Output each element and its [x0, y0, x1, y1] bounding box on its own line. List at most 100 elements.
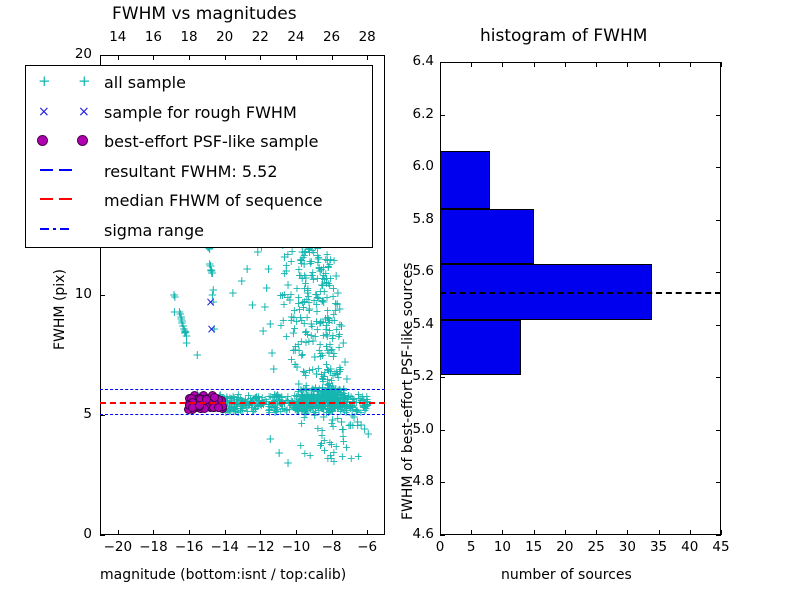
- x-tick-mark-bottom: [189, 530, 191, 535]
- scatter-cross-marker: ×: [205, 295, 216, 310]
- legend-entry[interactable]: median FHWM of sequence: [26, 188, 372, 218]
- x-tick-label-bottom: −10: [281, 539, 311, 555]
- hist-y-tick-mark: [440, 377, 445, 379]
- hist-x-tick-mark-top: [596, 62, 598, 67]
- hist-x-tick-mark-top: [721, 62, 722, 67]
- legend-box[interactable]: + + all sample × × sample for rough FWHM best-…: [25, 65, 373, 248]
- cross-icon: ×: [38, 103, 50, 120]
- hist-y-tick-mark: [440, 429, 445, 431]
- y-tick-label: 5: [83, 406, 92, 422]
- plus-icon: +: [38, 72, 51, 90]
- hist-y-tick-label: 5.8: [412, 210, 434, 227]
- plus-icon: +: [78, 72, 91, 90]
- x-tick-mark-bottom: [224, 530, 226, 535]
- hist-x-tick-mark-top: [658, 62, 660, 67]
- histogram-bar: [440, 209, 534, 265]
- hist-x-tick-mark: [658, 530, 660, 535]
- hist-x-tick-label: 20: [556, 539, 574, 555]
- hist-x-tick-mark: [533, 530, 535, 535]
- x-tick-mark-top: [295, 55, 297, 60]
- x-tick-mark-bottom: [367, 530, 369, 535]
- sigma-upper-line: [100, 388, 385, 390]
- hist-x-tick-mark: [721, 530, 722, 535]
- legend-entry[interactable]: × × sample for rough FWHM: [26, 100, 372, 130]
- y-tick-label: 10: [74, 286, 92, 302]
- hist-y-tick-mark-right: [716, 377, 721, 379]
- hist-x-tick-label: 30: [618, 539, 636, 555]
- legend-label: all sample: [104, 73, 186, 92]
- x-tick-label-top: 28: [358, 29, 376, 45]
- x-tick-label-top: 14: [109, 29, 127, 45]
- x-tick-label-top: 22: [251, 29, 269, 45]
- hist-y-tick-mark-right: [716, 114, 721, 116]
- hist-y-tick-label: 4.8: [412, 473, 434, 490]
- hist-y-tick-mark: [440, 535, 445, 536]
- hist-x-tick-mark-top: [533, 62, 535, 67]
- x-tick-label-bottom: −14: [210, 539, 239, 555]
- legend-marker-dashed: [26, 188, 372, 218]
- y-tick-mark: [100, 295, 105, 296]
- hist-y-tick-label: 5.0: [412, 420, 434, 437]
- dashed-line-icon: [40, 198, 53, 200]
- hist-y-tick-mark-right: [716, 429, 721, 431]
- legend-marker-cross: × ×: [26, 100, 372, 130]
- x-tick-label-top: 24: [287, 29, 305, 45]
- hist-y-tick-mark-right: [716, 324, 721, 326]
- hist-resultant-fwhm-line: [440, 292, 721, 295]
- legend-entry[interactable]: sigma range: [26, 218, 372, 248]
- left-panel-xlabel: magnitude (bottom:isnt / top:calib): [100, 567, 347, 583]
- y-tick-mark: [100, 415, 105, 416]
- left-panel-ylabel: FWHM (pix): [52, 269, 68, 350]
- legend-entry[interactable]: + + all sample: [26, 70, 372, 100]
- legend-label: median FHWM of sequence: [104, 191, 323, 210]
- hist-y-tick-mark-right: [716, 535, 721, 536]
- circle-icon: [77, 135, 88, 146]
- hist-x-tick-mark: [564, 530, 566, 535]
- x-tick-mark-top: [117, 55, 119, 60]
- hist-y-tick-mark-right: [716, 167, 721, 169]
- legend-label: resultant FWHM: 5.52: [104, 161, 278, 181]
- x-tick-mark-top: [367, 55, 369, 60]
- x-tick-mark-top: [153, 55, 155, 60]
- legend-entry[interactable]: best-effort PSF-like sample: [26, 129, 372, 159]
- hist-x-tick-mark-top: [564, 62, 566, 67]
- left-panel-title: FWHM vs magnitudes: [112, 4, 297, 24]
- x-tick-mark-bottom: [260, 530, 262, 535]
- x-tick-label-bottom: −12: [246, 539, 275, 555]
- hist-x-tick-label: 0: [435, 539, 445, 555]
- x-tick-label-top: 18: [180, 29, 198, 45]
- hist-x-tick-mark-top: [502, 62, 504, 67]
- dashed-line-icon: [40, 168, 53, 171]
- hist-y-tick-mark: [440, 482, 445, 484]
- x-tick-mark-top: [260, 55, 262, 60]
- hist-y-tick-mark: [440, 114, 445, 116]
- right-panel-title: histogram of FWHM: [480, 26, 648, 46]
- hist-y-tick-label: 5.2: [412, 368, 434, 385]
- hist-x-tick-label: 10: [493, 539, 512, 555]
- hist-x-tick-label: 5: [466, 539, 476, 555]
- x-tick-label-bottom: −16: [174, 539, 204, 555]
- hist-x-tick-mark: [627, 530, 629, 535]
- scatter-cross-marker: ×: [206, 321, 217, 336]
- hist-x-tick-label: 15: [525, 539, 543, 555]
- hist-x-tick-mark-top: [689, 62, 691, 67]
- hist-x-tick-label: 40: [681, 539, 699, 555]
- legend-marker-dashdot: [26, 218, 372, 248]
- hist-y-tick-mark-right: [716, 62, 721, 63]
- x-tick-label-bottom: −8: [321, 539, 342, 555]
- x-tick-mark-top: [189, 55, 191, 60]
- legend-marker-dot: [26, 129, 372, 159]
- scatter-psf-dot: [194, 400, 204, 410]
- hist-y-tick-label: 6.4: [412, 53, 434, 69]
- dashdot-line-icon: [60, 227, 69, 230]
- x-tick-mark-top: [224, 55, 226, 60]
- y-tick-mark: [100, 55, 105, 56]
- hist-y-tick-label: 5.4: [412, 315, 434, 332]
- hist-y-tick-mark: [440, 62, 445, 63]
- histogram-bar: [440, 151, 490, 210]
- hist-x-tick-label: 25: [587, 539, 605, 555]
- legend-entry[interactable]: resultant FWHM: 5.52: [26, 159, 372, 189]
- legend-label: sample for rough FWHM: [104, 102, 297, 122]
- x-tick-label-top: 16: [144, 29, 163, 45]
